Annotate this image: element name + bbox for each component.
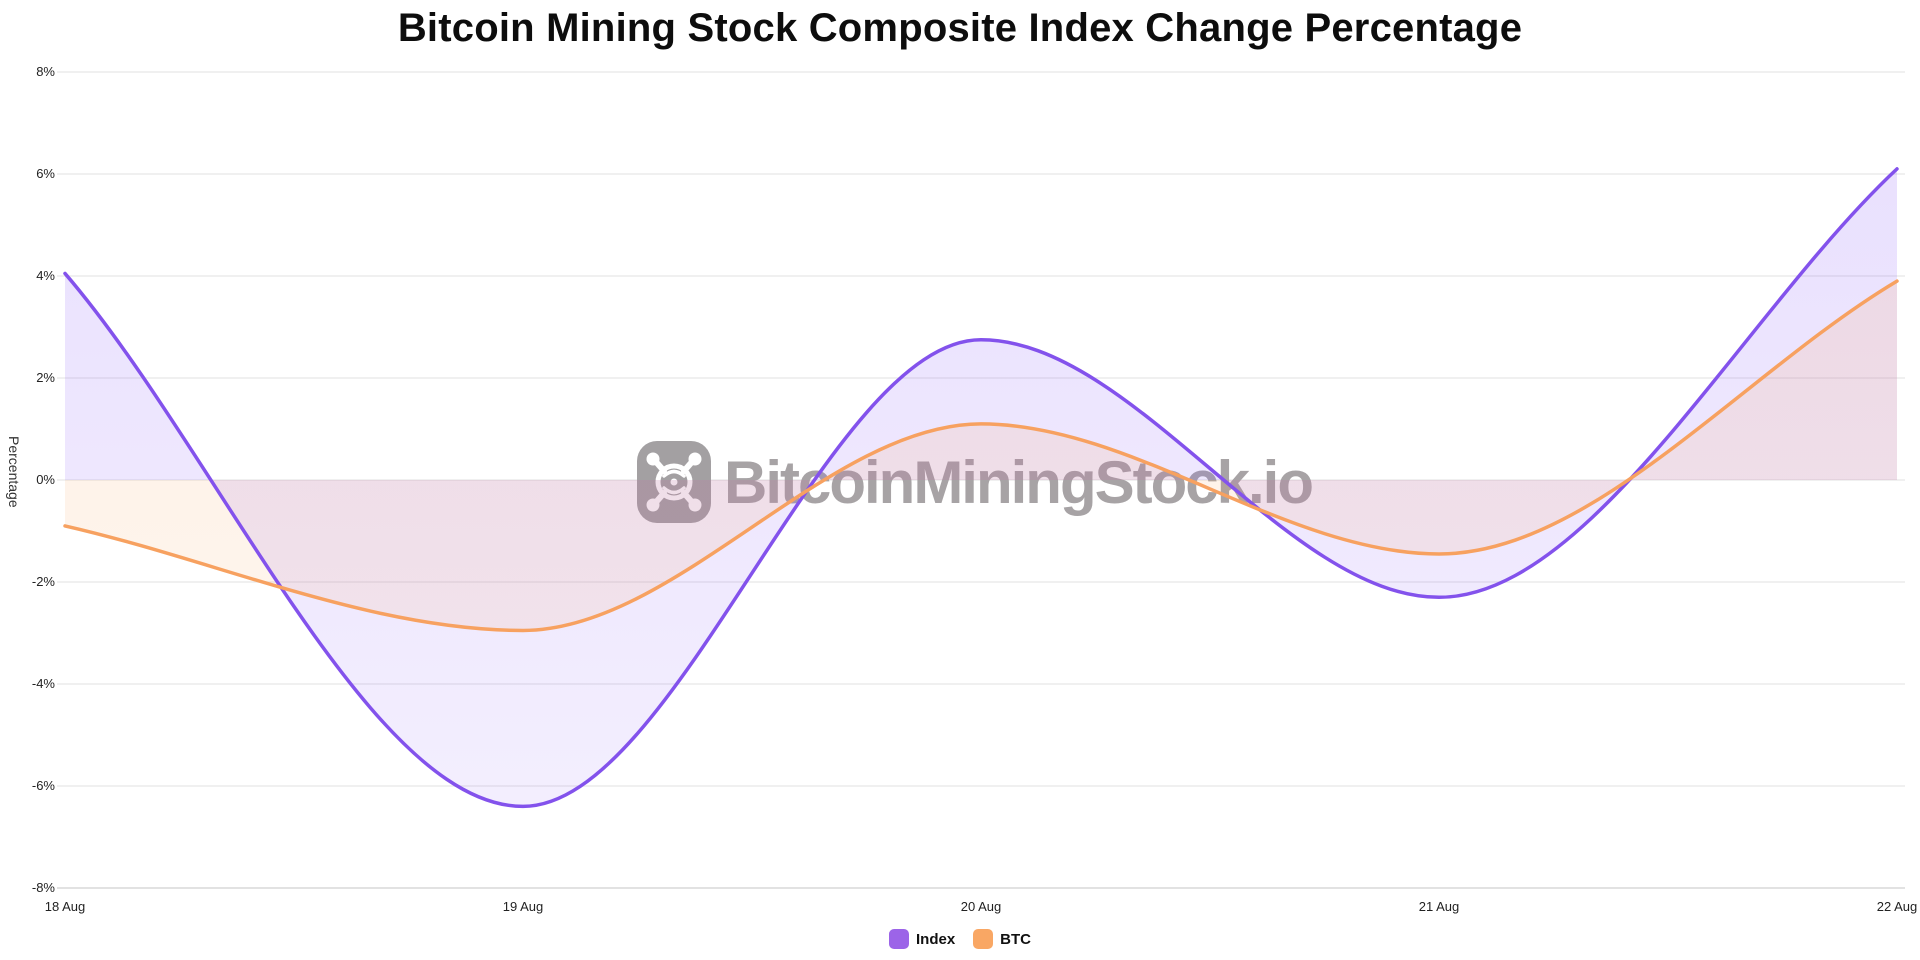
x-tick-label: 21 Aug bbox=[1418, 899, 1460, 914]
y-axis-title: Percentage bbox=[6, 436, 22, 508]
legend-label: Index bbox=[915, 930, 956, 948]
legend-swatch-icon bbox=[973, 929, 994, 949]
x-tick-label: 22 Aug bbox=[1876, 899, 1918, 914]
series-line-btc bbox=[63, 279, 1899, 633]
y-tick-label: 8% bbox=[36, 64, 55, 79]
legend: Index BTC bbox=[0, 929, 1920, 949]
y-tick-label: -4% bbox=[31, 676, 55, 691]
series-area-index bbox=[65, 168, 1897, 807]
legend-item-btc[interactable]: BTC bbox=[973, 929, 1031, 949]
legend-item-index[interactable]: Index bbox=[888, 929, 956, 949]
series-lines bbox=[63, 167, 1899, 809]
y-tick-label: 4% bbox=[36, 268, 55, 283]
y-tick-label: 6% bbox=[36, 166, 55, 181]
x-tick-label: 19 Aug bbox=[502, 899, 544, 914]
series-line-index bbox=[63, 167, 1899, 809]
legend-swatch-icon bbox=[888, 929, 909, 949]
series-area-btc bbox=[65, 281, 1897, 631]
x-tick-label: 18 Aug bbox=[44, 899, 86, 914]
legend-label: BTC bbox=[1000, 930, 1031, 948]
x-tick-label: 20 Aug bbox=[960, 899, 1002, 914]
y-tick-label: 0% bbox=[36, 472, 55, 487]
series-areas bbox=[65, 168, 1897, 807]
y-tick-label: -8% bbox=[31, 880, 55, 895]
y-tick-label: -6% bbox=[31, 778, 55, 793]
y-tick-label: 2% bbox=[36, 370, 55, 385]
y-tick-label: -2% bbox=[31, 574, 55, 589]
chart-title: Bitcoin Mining Stock Composite Index Cha… bbox=[397, 6, 1523, 50]
